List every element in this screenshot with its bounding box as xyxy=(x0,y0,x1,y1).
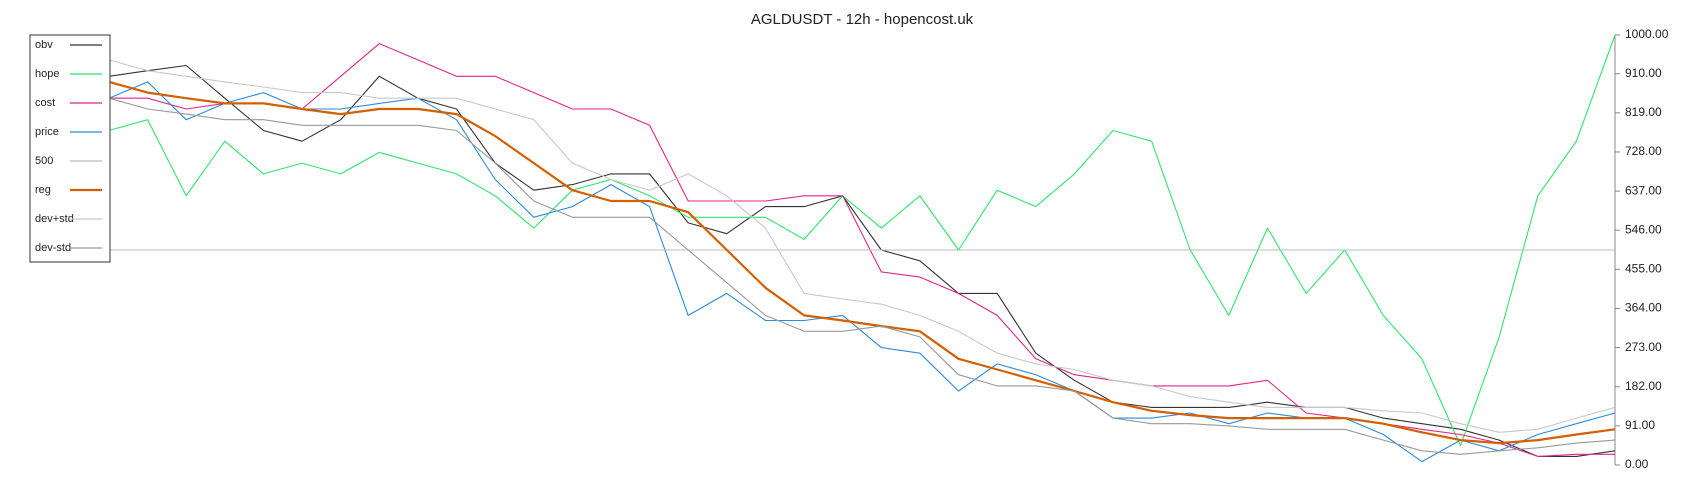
y-tick-label: 455.00 xyxy=(1625,262,1662,276)
legend-label: 500 xyxy=(35,155,53,167)
legend-label: hope xyxy=(35,68,59,80)
series-line xyxy=(108,80,1616,445)
series-line xyxy=(108,59,1616,433)
y-tick-label: 546.00 xyxy=(1625,222,1662,236)
y-tick-label: 364.00 xyxy=(1625,301,1662,315)
legend-label: price xyxy=(35,126,59,138)
y-tick-label: 637.00 xyxy=(1625,183,1662,197)
series-line xyxy=(108,97,1616,455)
legend-label: obv xyxy=(35,39,53,51)
y-tick-label: 1000.00 xyxy=(1625,27,1669,41)
legend-box xyxy=(29,34,111,263)
y-tick-label: 819.00 xyxy=(1625,105,1662,119)
legend: obv hope cost price 500 reg dev+std dev-std xyxy=(29,34,111,263)
legend-label: cost xyxy=(35,97,55,109)
series-line xyxy=(108,34,1616,447)
legend-label: dev-std xyxy=(35,242,71,254)
y-tick-label: 182.00 xyxy=(1625,379,1662,393)
y-tick-label: 91.00 xyxy=(1625,418,1655,432)
chart-title: AGLDUSDT - 12h - hopencost.uk xyxy=(751,11,974,28)
legend-label: dev+std xyxy=(35,213,74,225)
y-tick-label: 728.00 xyxy=(1625,144,1662,158)
y-tick-label: 910.00 xyxy=(1625,66,1662,80)
series-line xyxy=(108,81,1616,463)
y-tick-label: 273.00 xyxy=(1625,340,1662,354)
series-line xyxy=(108,64,1616,457)
legend-label: reg xyxy=(35,184,51,196)
y-tick-label: 0.00 xyxy=(1625,457,1649,471)
